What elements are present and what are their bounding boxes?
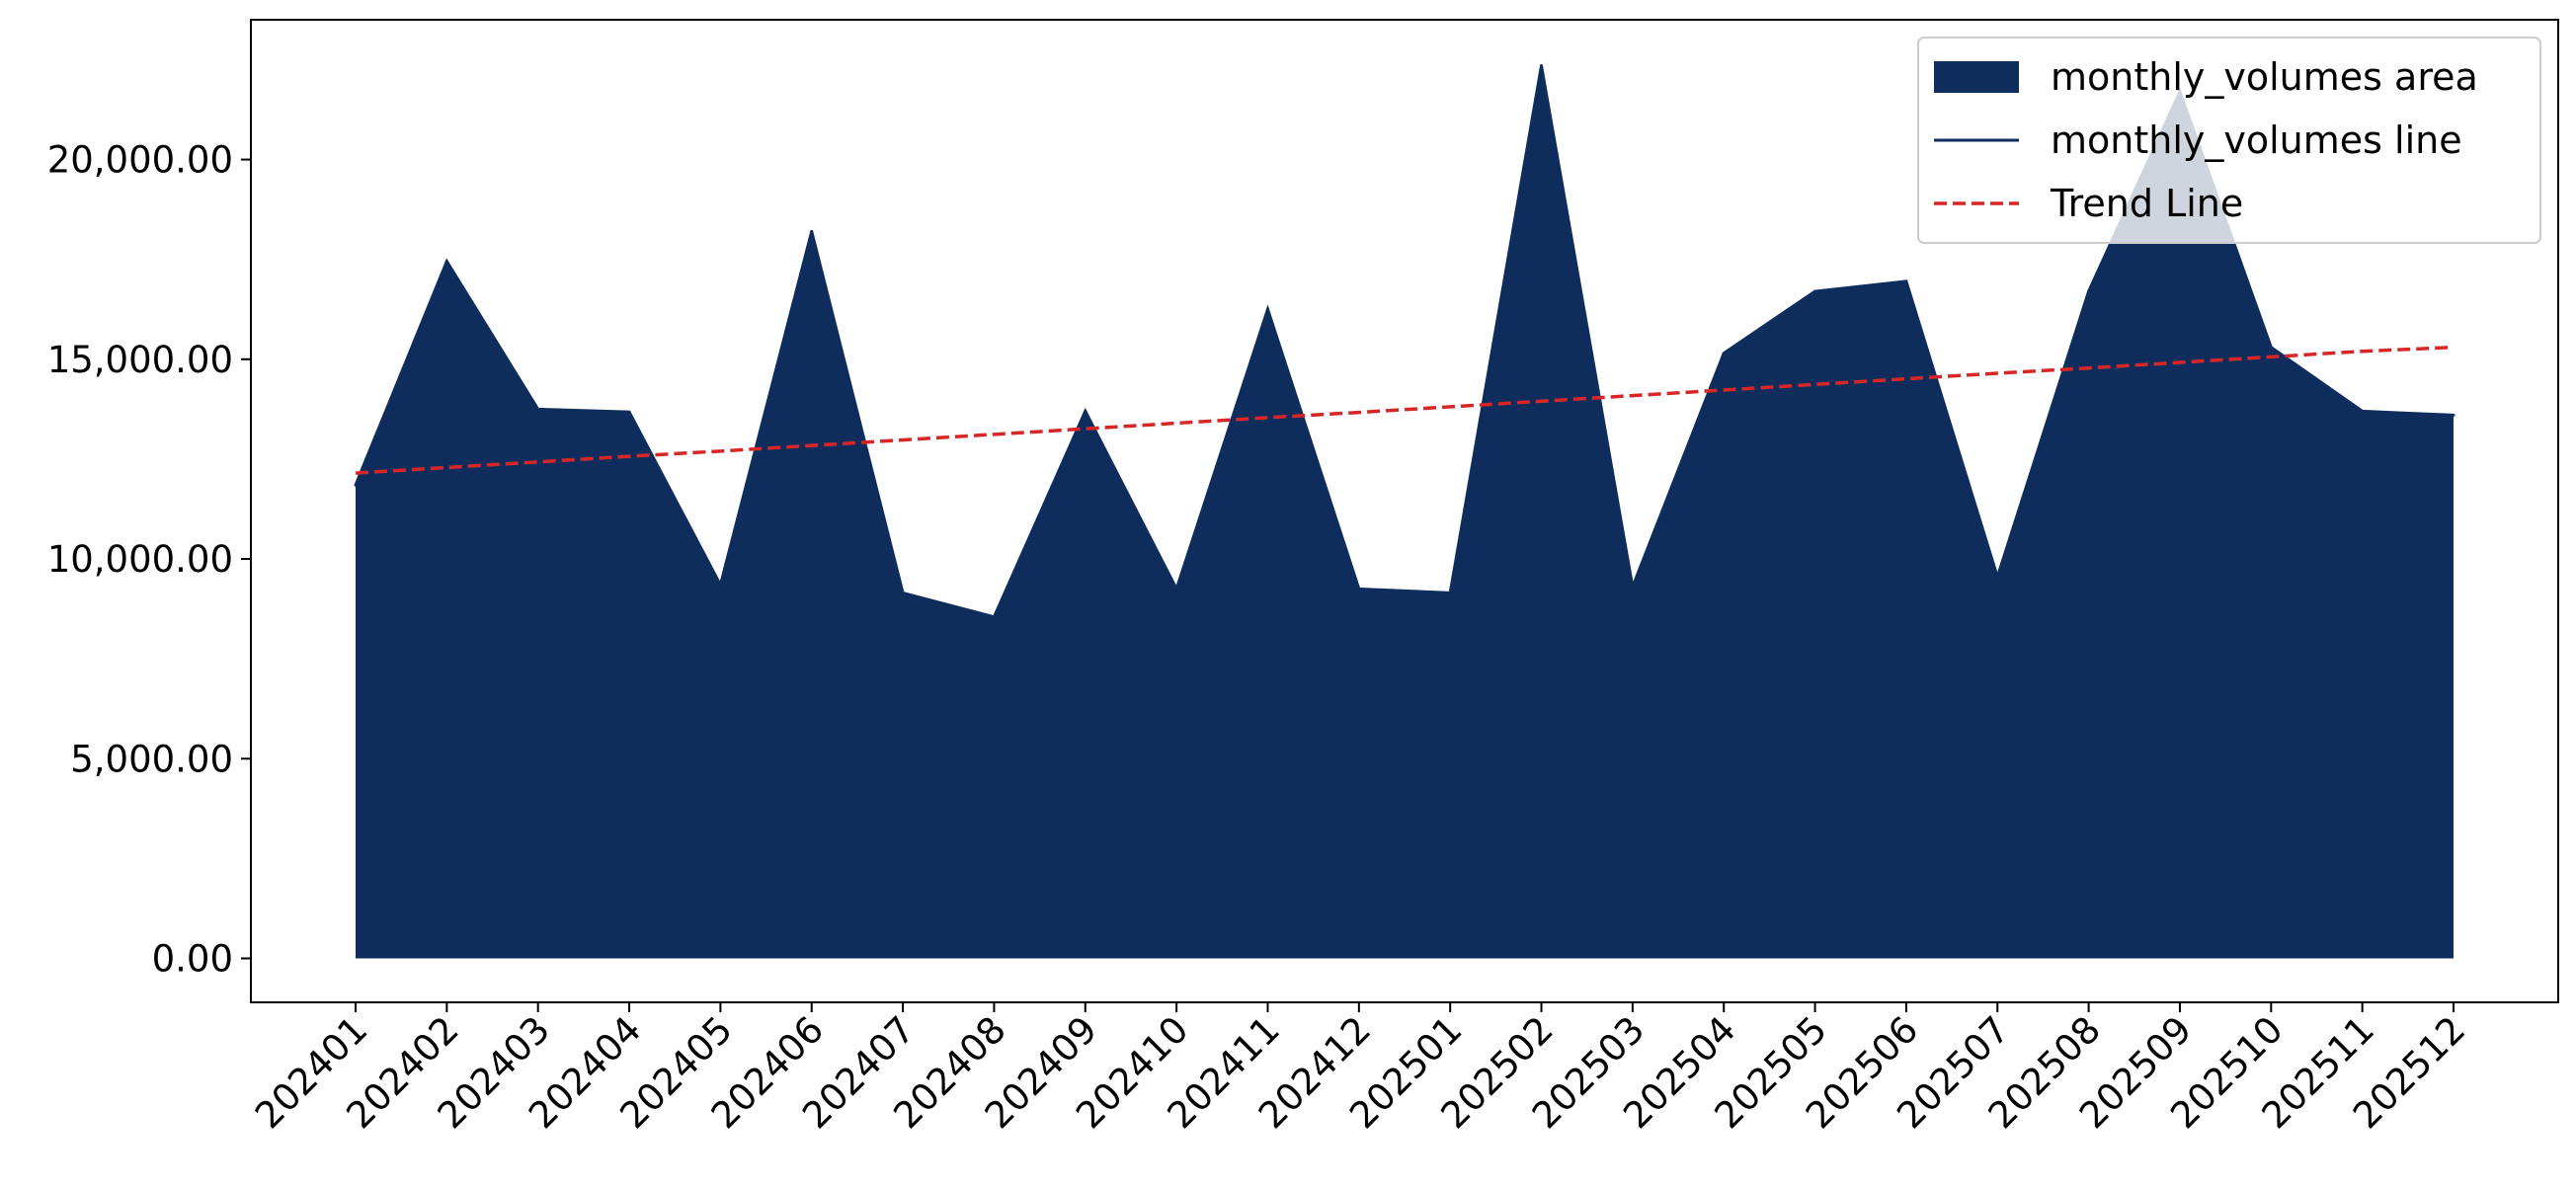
data-point [444, 260, 448, 264]
legend-label: Trend Line [2050, 182, 2243, 225]
y-tick-label: 0.00 [152, 938, 233, 981]
trend-line [355, 345, 2455, 475]
data-point [718, 583, 722, 587]
y-tick-label: 10,000.00 [47, 538, 233, 581]
data-point [627, 410, 631, 414]
data-point [2269, 346, 2273, 350]
area-fill [356, 65, 2454, 959]
y-tick-label: 5,000.00 [70, 738, 233, 780]
data-point [1540, 64, 1544, 68]
data-point [2361, 409, 2365, 413]
plot-area [354, 64, 2455, 959]
data-point [1448, 591, 1452, 594]
data-point [1265, 307, 1269, 311]
data-point [536, 407, 540, 411]
plot-frame [250, 19, 2559, 1003]
data-point [2087, 289, 2091, 293]
data-point [1631, 585, 1635, 589]
series-line [354, 65, 2455, 619]
legend-label: monthly_volumes line [2051, 119, 2462, 162]
data-point [1174, 587, 1178, 591]
y-tick-label: 20,000.00 [47, 139, 233, 182]
data-point [2452, 413, 2455, 417]
data-point [810, 229, 814, 233]
legend-box [1917, 37, 2541, 244]
data-point [1084, 409, 1087, 413]
legend: monthly_volumes area monthly_volumes line… [1917, 37, 2541, 244]
y-tick-label: 15,000.00 [47, 339, 233, 381]
data-point [1995, 575, 1999, 579]
legend-label: monthly_volumes area [2051, 55, 2478, 99]
data-point [1357, 587, 1361, 591]
data-point [1813, 289, 1817, 293]
data-point [901, 591, 905, 594]
data-point [1904, 279, 1908, 283]
data-point [992, 615, 996, 619]
data-point [354, 483, 358, 487]
legend-swatch-area [1934, 61, 2019, 93]
data-point [1722, 352, 1726, 356]
